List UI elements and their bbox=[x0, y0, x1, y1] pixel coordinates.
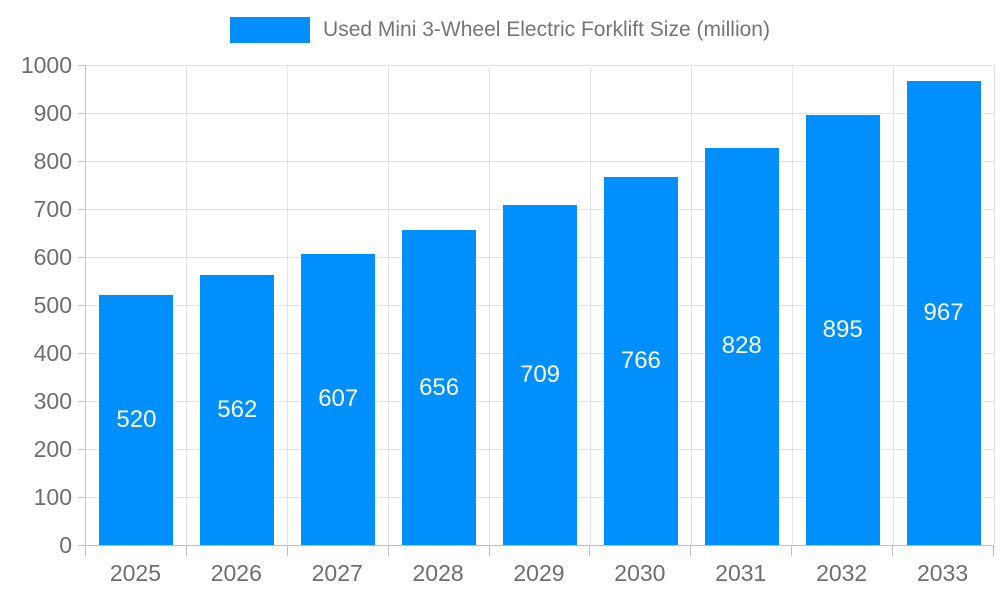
gridline-vertical bbox=[892, 65, 894, 545]
y-axis-tick-label: 300 bbox=[33, 388, 72, 414]
gridline-vertical bbox=[589, 65, 591, 545]
bar-2033[interactable]: 967 bbox=[906, 80, 981, 545]
x-axis-tick-mark bbox=[589, 545, 591, 556]
y-axis-tick-mark bbox=[78, 545, 85, 546]
y-axis-tick-label: 400 bbox=[33, 340, 72, 366]
y-axis-tick-label: 700 bbox=[33, 196, 72, 222]
bar-value-label: 709 bbox=[519, 360, 561, 388]
bar-value-label: 766 bbox=[620, 347, 661, 375]
x-axis-tick-mark bbox=[892, 545, 894, 556]
y-axis-tick-label: 800 bbox=[33, 148, 72, 174]
bar-value-label: 828 bbox=[721, 332, 762, 360]
y-axis-tick-mark bbox=[78, 161, 85, 162]
y-axis-tick-label: 100 bbox=[33, 484, 72, 510]
y-axis-tick-mark bbox=[78, 497, 85, 498]
x-axis-tick-label: 2030 bbox=[614, 560, 666, 586]
y-axis-tick-label: 900 bbox=[33, 100, 72, 126]
x-axis-tick-label: 2033 bbox=[916, 560, 969, 586]
y-axis-tick-mark bbox=[78, 257, 85, 258]
x-axis-tick-mark bbox=[690, 545, 692, 556]
bar-value-label: 656 bbox=[419, 373, 460, 401]
x-axis-tick-label: 2026 bbox=[210, 560, 262, 586]
gridline-horizontal bbox=[86, 112, 994, 114]
y-axis-tick-mark bbox=[78, 449, 85, 450]
y-axis-tick-label: 500 bbox=[33, 292, 72, 318]
gridline-vertical bbox=[489, 65, 491, 545]
x-axis-tick-mark bbox=[85, 545, 86, 556]
x-axis-tick-label: 2028 bbox=[412, 560, 464, 586]
x-axis-tick-label: 2032 bbox=[816, 560, 868, 586]
x-axis-tick-mark bbox=[286, 545, 288, 556]
y-axis-tick-label: 600 bbox=[33, 244, 72, 270]
y-axis-tick-label: 0 bbox=[59, 532, 72, 558]
y-axis-tick-mark bbox=[78, 353, 85, 354]
gridline-vertical bbox=[791, 65, 793, 545]
y-axis-tick-label: 1000 bbox=[20, 52, 72, 78]
gridline-vertical bbox=[388, 65, 390, 545]
legend-item-series[interactable]: Used Mini 3-Wheel Electric Forklift Size… bbox=[230, 17, 770, 43]
gridline-vertical bbox=[993, 65, 995, 545]
y-axis-tick-mark bbox=[78, 401, 85, 402]
y-axis-tick-label: 200 bbox=[33, 436, 72, 462]
x-axis-tick-label: 2025 bbox=[109, 560, 162, 586]
y-axis-tick-mark bbox=[78, 65, 85, 66]
bar-2025[interactable]: 520 bbox=[99, 295, 174, 545]
x-axis-tick-mark bbox=[791, 545, 793, 556]
bar-2032[interactable]: 895 bbox=[805, 115, 880, 545]
x-axis-tick-mark bbox=[387, 545, 389, 556]
bar-value-label: 520 bbox=[116, 406, 157, 434]
gridline-vertical bbox=[287, 65, 289, 545]
gridline-horizontal bbox=[86, 64, 994, 66]
gridline-vertical bbox=[186, 65, 188, 545]
bar-2031[interactable]: 828 bbox=[704, 147, 779, 545]
x-axis-tick-label: 2027 bbox=[311, 560, 363, 586]
bar-2028[interactable]: 656 bbox=[402, 230, 477, 545]
y-axis-tick-mark bbox=[78, 113, 85, 114]
gridline-horizontal bbox=[86, 160, 994, 162]
x-axis-tick-mark bbox=[993, 545, 994, 556]
bar-2027[interactable]: 607 bbox=[301, 253, 376, 545]
gridline-vertical bbox=[690, 65, 692, 545]
legend-marker-swatch bbox=[230, 17, 311, 43]
legend-series-label: Used Mini 3-Wheel Electric Forklift Size… bbox=[323, 18, 770, 41]
legend: Used Mini 3-Wheel Electric Forklift Size… bbox=[0, 17, 1000, 43]
bar-value-label: 607 bbox=[318, 385, 359, 413]
bar-2030[interactable]: 766 bbox=[603, 177, 678, 545]
plot-area: 520 562 607 656 709 766 828 895 967 bbox=[85, 64, 995, 546]
x-axis-tick-label: 2029 bbox=[513, 560, 565, 586]
bar-value-label: 895 bbox=[822, 316, 863, 344]
x-axis-tick-mark bbox=[185, 545, 187, 556]
x-axis-tick-mark bbox=[488, 545, 490, 556]
bar-value-label: 967 bbox=[923, 298, 964, 326]
bar-2026[interactable]: 562 bbox=[200, 275, 275, 545]
bar-2029[interactable]: 709 bbox=[503, 204, 577, 545]
x-axis-tick-label: 2031 bbox=[715, 560, 767, 586]
bar-value-label: 562 bbox=[217, 396, 258, 424]
y-axis-tick-mark bbox=[78, 209, 85, 210]
y-axis-tick-mark bbox=[78, 305, 85, 306]
